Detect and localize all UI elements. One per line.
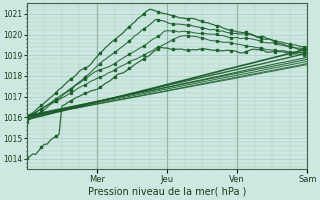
X-axis label: Pression niveau de la mer( hPa ): Pression niveau de la mer( hPa ) [88, 187, 246, 197]
